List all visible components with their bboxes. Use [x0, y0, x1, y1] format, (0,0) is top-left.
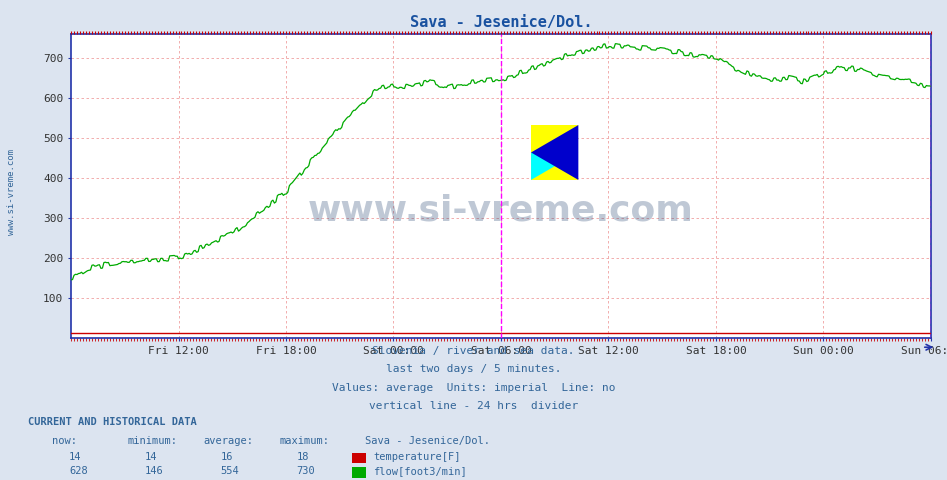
Text: flow[foot3/min]: flow[foot3/min] — [373, 466, 467, 476]
Text: now:: now: — [52, 436, 77, 446]
Text: Values: average  Units: imperial  Line: no: Values: average Units: imperial Line: no — [331, 383, 616, 393]
Text: 14: 14 — [145, 452, 157, 462]
Text: 16: 16 — [221, 452, 233, 462]
Title: Sava - Jesenice/Dol.: Sava - Jesenice/Dol. — [410, 15, 592, 30]
Text: www.si-vreme.com: www.si-vreme.com — [7, 149, 16, 235]
Text: 628: 628 — [69, 466, 88, 476]
Text: 554: 554 — [221, 466, 240, 476]
Polygon shape — [531, 125, 579, 180]
Text: Sava - Jesenice/Dol.: Sava - Jesenice/Dol. — [365, 436, 490, 446]
Text: 146: 146 — [145, 466, 164, 476]
Text: average:: average: — [204, 436, 254, 446]
Text: 14: 14 — [69, 452, 81, 462]
Text: maximum:: maximum: — [279, 436, 330, 446]
Text: vertical line - 24 hrs  divider: vertical line - 24 hrs divider — [369, 401, 578, 411]
Text: CURRENT AND HISTORICAL DATA: CURRENT AND HISTORICAL DATA — [28, 417, 197, 427]
Text: 730: 730 — [296, 466, 315, 476]
Text: minimum:: minimum: — [128, 436, 178, 446]
Polygon shape — [531, 153, 579, 180]
Text: www.si-vreme.com: www.si-vreme.com — [308, 193, 694, 228]
Text: 18: 18 — [296, 452, 309, 462]
Text: last two days / 5 minutes.: last two days / 5 minutes. — [385, 364, 562, 374]
Polygon shape — [531, 125, 579, 180]
Text: Slovenia / river and sea data.: Slovenia / river and sea data. — [372, 346, 575, 356]
Text: temperature[F]: temperature[F] — [373, 452, 460, 462]
